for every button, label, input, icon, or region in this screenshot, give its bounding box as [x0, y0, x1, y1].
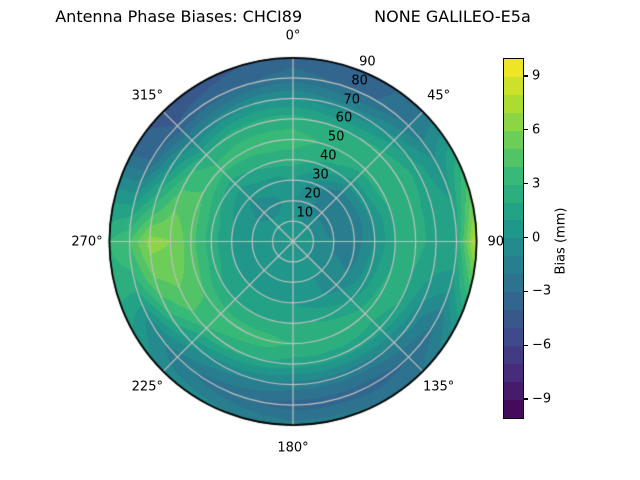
colorbar-segment — [504, 256, 523, 275]
colorbar-segment — [504, 310, 523, 329]
angular-tick-label-270: 270° — [71, 234, 103, 249]
colorbar-tickmark--3 — [524, 290, 528, 292]
angular-tick-label-225: 225° — [131, 379, 163, 395]
colorbar-segment — [504, 184, 523, 203]
radial-tick-label-70: 70 — [343, 92, 361, 108]
angular-tick-label-0: 0° — [285, 28, 301, 43]
colorbar-tick-label--9: −9 — [532, 391, 552, 407]
radial-tick-label-20: 20 — [304, 186, 321, 202]
colorbar-segment — [504, 59, 523, 77]
colorbar-tickmark-3 — [524, 183, 528, 185]
polar-heatmap-canvas — [107, 55, 479, 427]
radial-tick-label-90: 90 — [359, 54, 376, 70]
angular-tick-label-315: 315° — [131, 88, 163, 104]
colorbar-tick-label--6: −6 — [532, 337, 552, 353]
colorbar-tickmark--6 — [524, 344, 528, 346]
colorbar-tick-label-0: 0 — [532, 230, 541, 245]
radial-tick-label-10: 10 — [296, 205, 314, 221]
plot-title-left: Antenna Phase Biases: CHCI89 — [55, 7, 303, 26]
colorbar-segment — [504, 76, 523, 95]
colorbar-segment — [504, 381, 523, 400]
colorbar-tickmark-0 — [524, 236, 528, 239]
radial-tick-label-80: 80 — [351, 73, 368, 89]
angular-tick-label-180: 180° — [277, 440, 309, 455]
angular-tick-label-45: 45° — [427, 88, 451, 104]
colorbar-tick-label-6: 6 — [532, 122, 541, 138]
colorbar-segment — [504, 112, 523, 131]
radial-tick-label-60: 60 — [335, 110, 353, 126]
colorbar-segment — [504, 148, 523, 167]
colorbar-tick-label-3: 3 — [532, 176, 541, 192]
colorbar-segment — [504, 130, 523, 149]
plot-title-right: NONE GALILEO-E5a — [374, 7, 531, 26]
colorbar-segment — [504, 274, 523, 293]
colorbar-segment — [504, 220, 523, 239]
colorbar-segment — [504, 292, 523, 311]
plot-title: Antenna Phase Biases: CHCI89 NONE GALILE… — [55, 7, 531, 26]
colorbar-tickmark-6 — [524, 129, 528, 131]
colorbar-tickmark--9 — [524, 398, 528, 400]
colorbar-segment — [504, 202, 523, 221]
radial-tick-label-50: 50 — [327, 129, 345, 145]
colorbar-segment — [504, 399, 523, 418]
colorbar-tick-label--3: −3 — [532, 283, 552, 299]
colorbar-tick-label-9: 9 — [532, 68, 541, 84]
radial-tick-label-30: 30 — [312, 167, 329, 183]
colorbar-segment — [504, 328, 523, 346]
colorbar-segment — [504, 238, 523, 257]
colorbar-segment — [504, 346, 523, 364]
colorbar-segment — [504, 94, 523, 113]
colorbar-segment — [504, 166, 523, 185]
colorbar-tickmark-9 — [524, 75, 528, 77]
colorbar-segment — [504, 363, 523, 382]
colorbar-axis-label: Bias (mm) — [553, 207, 569, 275]
radial-tick-label-40: 40 — [320, 148, 337, 164]
colorbar — [503, 58, 524, 419]
angular-tick-label-135: 135° — [422, 379, 455, 395]
